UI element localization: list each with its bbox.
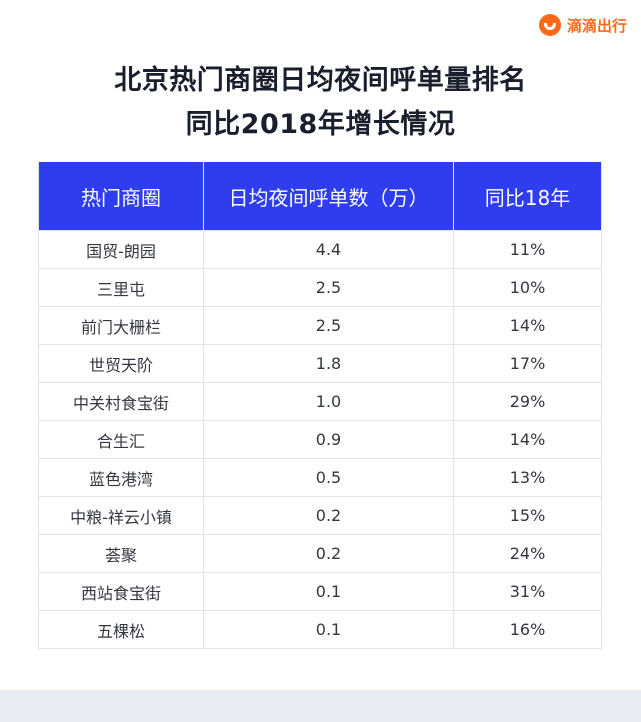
header-night-orders: 日均夜间呼单数（万） — [203, 162, 454, 231]
table-row: 中粮-祥云小镇 0.2 15% — [38, 496, 602, 535]
cell-district: 西站食宝街 — [38, 572, 204, 611]
header-yoy: 同比18年 — [453, 162, 602, 231]
cell-yoy: 10% — [453, 268, 602, 307]
cell-night-orders: 2.5 — [203, 306, 454, 345]
cell-night-orders: 0.2 — [203, 534, 454, 573]
cell-yoy: 14% — [453, 420, 602, 459]
cell-district: 合生汇 — [38, 420, 204, 459]
table-row: 荟聚 0.2 24% — [38, 534, 602, 573]
cell-district: 中粮-祥云小镇 — [38, 496, 204, 535]
page-title-line2: 同比2018年增长情况 — [185, 109, 456, 140]
cell-night-orders: 1.0 — [203, 382, 454, 421]
table-row: 西站食宝街 0.1 31% — [38, 572, 602, 611]
cell-district: 中关村食宝街 — [38, 382, 204, 421]
cell-district: 三里屯 — [38, 268, 204, 307]
cell-yoy: 11% — [453, 230, 602, 269]
cell-yoy: 31% — [453, 572, 602, 611]
cell-night-orders: 1.8 — [203, 344, 454, 383]
cell-yoy: 16% — [453, 610, 602, 649]
table-row: 中关村食宝街 1.0 29% — [38, 382, 602, 421]
cell-yoy: 14% — [453, 306, 602, 345]
table-row: 国贸-朗园 4.4 11% — [38, 230, 602, 269]
cell-yoy: 24% — [453, 534, 602, 573]
cell-yoy: 13% — [453, 458, 602, 497]
brand-logo-group: 滴滴出行 — [538, 12, 627, 38]
cell-district: 前门大栅栏 — [38, 306, 204, 345]
table-row: 五棵松 0.1 16% — [38, 610, 602, 649]
cell-night-orders: 2.5 — [203, 268, 454, 307]
cell-yoy: 29% — [453, 382, 602, 421]
cell-district: 五棵松 — [38, 610, 204, 649]
header-district: 热门商圈 — [38, 162, 204, 231]
table-header-row: 热门商圈 日均夜间呼单数（万） 同比18年 — [38, 162, 602, 231]
cell-yoy: 15% — [453, 496, 602, 535]
cell-district: 蓝色港湾 — [38, 458, 204, 497]
footer-strip — [0, 690, 641, 722]
cell-district: 世贸天阶 — [38, 344, 204, 383]
table-header: 热门商圈 日均夜间呼单数（万） 同比18年 — [38, 162, 602, 231]
infographic-card: 滴滴出行 北京热门商圈日均夜间呼单量排名 同比2018年增长情况 热门商圈 日均… — [0, 0, 641, 690]
cell-night-orders: 0.1 — [203, 572, 454, 611]
didi-logo-icon — [538, 14, 561, 36]
cell-district: 荟聚 — [38, 534, 204, 573]
page-title-line1: 北京热门商圈日均夜间呼单量排名 — [114, 65, 527, 96]
ranking-table: 热门商圈 日均夜间呼单数（万） 同比18年 国贸-朗园 4.4 11% 三里屯 … — [38, 162, 602, 649]
cell-night-orders: 0.9 — [203, 420, 454, 459]
brand-name: 滴滴出行 — [566, 16, 627, 35]
table-row: 合生汇 0.9 14% — [38, 420, 602, 459]
cell-night-orders: 4.4 — [203, 230, 454, 269]
cell-district: 国贸-朗园 — [38, 230, 204, 269]
table-row: 三里屯 2.5 10% — [38, 268, 602, 307]
cell-night-orders: 0.1 — [203, 610, 454, 649]
cell-yoy: 17% — [453, 344, 602, 383]
table-row: 前门大栅栏 2.5 14% — [38, 306, 602, 345]
table-body: 国贸-朗园 4.4 11% 三里屯 2.5 10% 前门大栅栏 2.5 14% … — [38, 230, 602, 649]
table-row: 世贸天阶 1.8 17% — [38, 344, 602, 383]
cell-night-orders: 0.5 — [203, 458, 454, 497]
cell-night-orders: 0.2 — [203, 496, 454, 535]
table-row: 蓝色港湾 0.5 13% — [38, 458, 602, 497]
